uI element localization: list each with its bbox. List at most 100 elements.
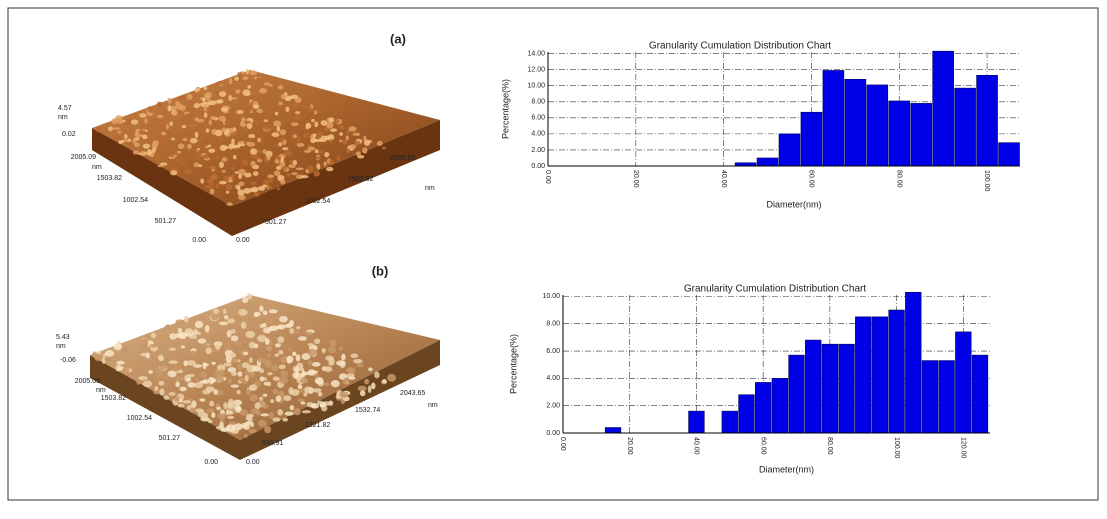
grain [348, 126, 357, 132]
grain [190, 350, 198, 356]
chart-title: Granularity Cumulation Distribution Char… [684, 284, 867, 295]
z-max: 5.43 [56, 334, 70, 341]
grain [316, 163, 321, 170]
grain [223, 402, 228, 410]
grain [303, 132, 310, 138]
grain [299, 367, 305, 372]
grain [303, 392, 308, 397]
grain [211, 412, 216, 418]
grain [279, 129, 287, 136]
grain [262, 403, 269, 409]
grain [238, 195, 246, 201]
grain [283, 92, 288, 96]
grain [293, 329, 300, 334]
grain [290, 103, 299, 109]
grain [278, 142, 283, 147]
grain [156, 101, 163, 108]
grain [272, 388, 279, 395]
bar [771, 378, 788, 434]
grain [199, 102, 205, 107]
grain [194, 320, 204, 329]
grain [339, 124, 344, 130]
grain [266, 97, 270, 105]
grain [266, 345, 273, 352]
grain [289, 328, 294, 334]
grain [149, 343, 158, 348]
grain [186, 360, 196, 366]
grain [283, 395, 292, 401]
y-tick: 501.27 [155, 218, 177, 225]
bar [778, 133, 801, 167]
grain [272, 376, 280, 382]
grain [186, 93, 193, 100]
grain [132, 150, 140, 155]
grain [237, 189, 245, 197]
grain [174, 140, 179, 145]
grain [205, 128, 210, 133]
grain [256, 108, 263, 114]
grain [203, 112, 208, 119]
grain [238, 377, 245, 383]
grain [284, 150, 293, 157]
grain [239, 409, 248, 416]
grain [227, 318, 236, 324]
grain [216, 364, 226, 372]
bar [998, 142, 1020, 167]
grain [295, 111, 301, 115]
grain [274, 353, 280, 358]
grain [200, 130, 206, 135]
grain [368, 367, 373, 372]
grain [242, 297, 249, 304]
grain [278, 137, 286, 141]
grain [193, 328, 198, 336]
grain [195, 156, 200, 159]
bar [688, 410, 705, 434]
grain [208, 376, 215, 385]
grain [231, 357, 238, 364]
grain [179, 386, 187, 392]
grain [286, 355, 294, 364]
grain [374, 371, 380, 379]
grain [200, 178, 205, 184]
grain [223, 345, 232, 351]
grain [273, 170, 281, 176]
grain [187, 382, 196, 388]
grain [195, 152, 204, 156]
grain [245, 326, 251, 332]
grain [357, 385, 367, 392]
grain [147, 106, 152, 113]
grain [144, 118, 148, 124]
grain [262, 149, 267, 154]
grain [338, 346, 343, 351]
grain [219, 421, 224, 429]
grain [301, 410, 312, 414]
grain [308, 348, 317, 357]
bar [800, 111, 823, 167]
grain [113, 127, 121, 130]
grain [210, 165, 216, 171]
grain [237, 371, 243, 377]
grain [199, 380, 208, 384]
grain [130, 119, 139, 125]
x-tick: 1002.54 [305, 198, 330, 205]
grain [198, 136, 205, 141]
grain [268, 106, 273, 114]
grain [204, 325, 210, 333]
grain [285, 106, 290, 113]
grain [305, 331, 313, 335]
grain [169, 130, 174, 138]
grain [206, 106, 214, 113]
grain [322, 382, 330, 386]
grain [295, 354, 301, 362]
grain [289, 95, 294, 99]
grain [314, 338, 321, 345]
afm-image [90, 293, 440, 460]
grain [184, 169, 192, 174]
grain [175, 319, 185, 324]
grain [234, 171, 239, 174]
grain [267, 174, 275, 179]
grain [171, 367, 181, 372]
grain [208, 101, 212, 105]
bar [821, 343, 839, 434]
